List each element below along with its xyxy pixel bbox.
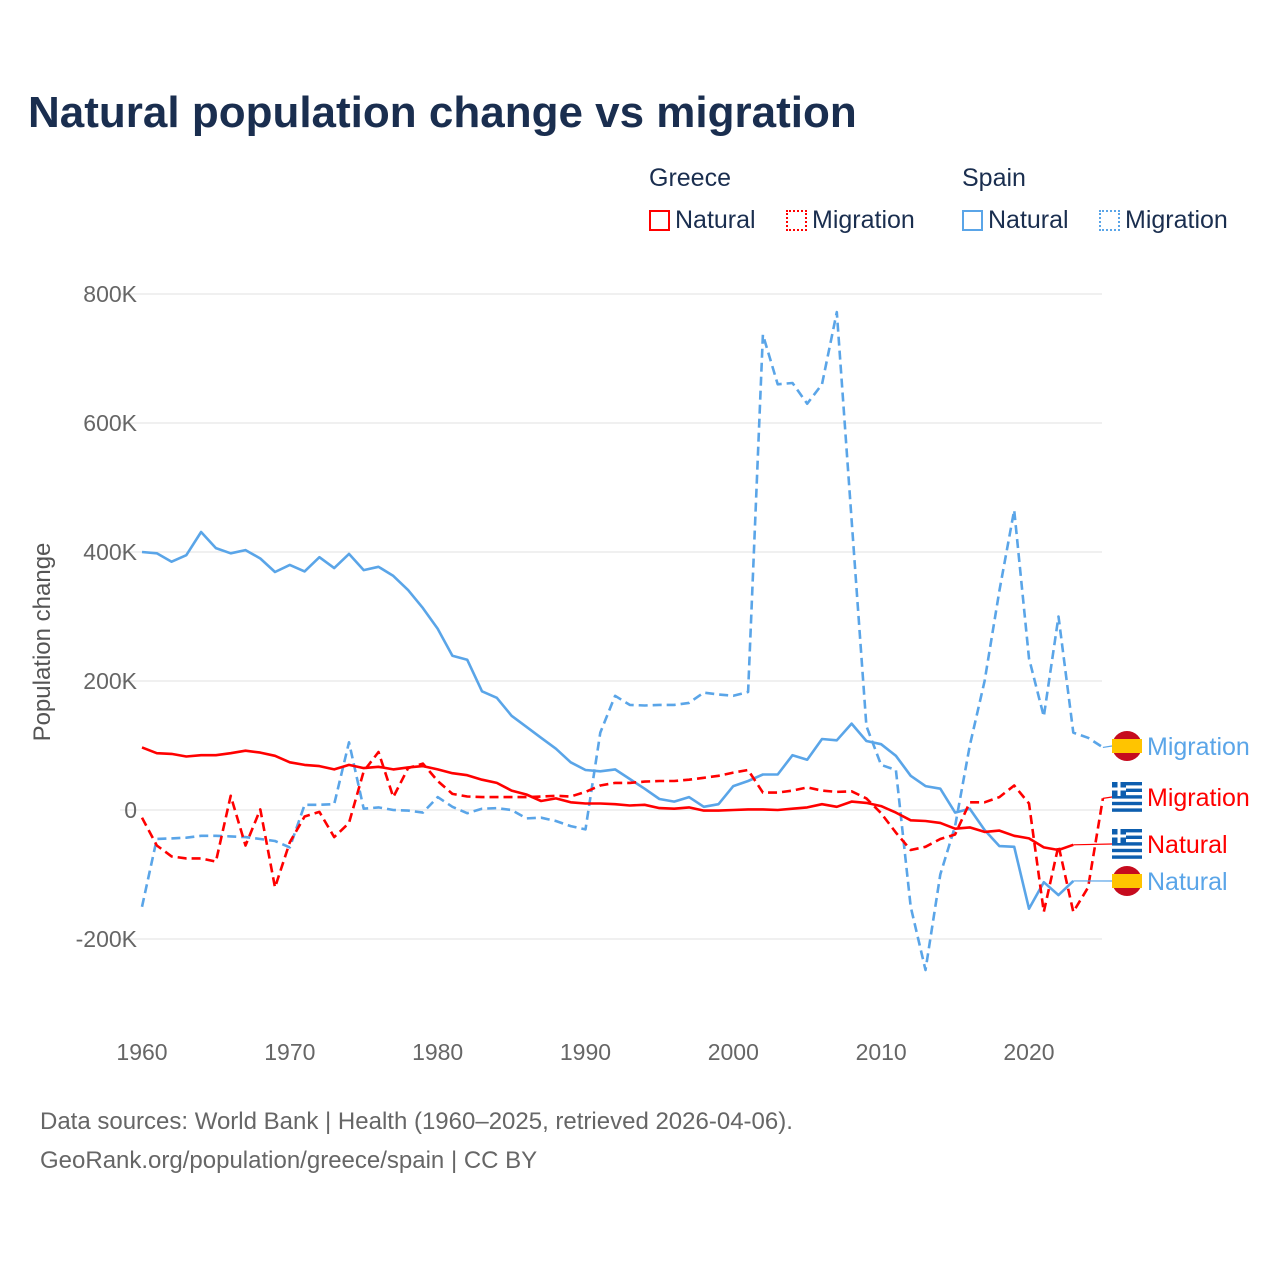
y-tick-label: 600K <box>83 410 137 436</box>
end-label-text: Migration <box>1147 784 1250 812</box>
flag-stripe <box>1112 848 1142 853</box>
footer-sources: Data sources: World Bank | Health (1960–… <box>40 1108 793 1135</box>
legend-group-greece: Greece <box>649 164 731 192</box>
y-tick-label: 400K <box>83 539 137 565</box>
flag-stripe <box>1112 795 1142 799</box>
leader-line <box>1102 796 1113 799</box>
flag-cross <box>1112 834 1126 838</box>
flag-cross <box>1112 787 1126 791</box>
legend-swatch-solid <box>962 210 983 231</box>
y-tick-label: 0 <box>124 797 137 823</box>
y-tick-label: -200K <box>76 926 138 952</box>
end-label-text: Natural <box>1147 868 1228 896</box>
x-tick-label: 1960 <box>116 1039 167 1065</box>
footer-link[interactable]: GeoRank.org/population/greece/spain | CC… <box>40 1147 538 1174</box>
end-label-spain-migration: Migration <box>1112 731 1250 761</box>
y-tick-label: 800K <box>83 281 137 307</box>
legend-greece-natural[interactable]: Natural <box>649 206 756 235</box>
leader-line <box>1073 843 1113 846</box>
y-axis-label: Population change <box>29 543 56 742</box>
legend-swatch-solid <box>649 210 670 231</box>
flag-stripe <box>1112 808 1142 812</box>
x-tick-label: 1980 <box>412 1039 463 1065</box>
legend-spain-natural[interactable]: Natural <box>962 206 1069 235</box>
y-tick-label: 200K <box>83 668 137 694</box>
legend-label: Migration <box>1125 206 1228 234</box>
legend-label: Natural <box>675 206 756 234</box>
flag-stripe <box>1112 788 1142 792</box>
flag-stripe <box>1112 829 1142 833</box>
legend-group-spain: Spain <box>962 164 1026 192</box>
legend-label: Migration <box>812 206 915 234</box>
series-line-greece-migration <box>140 750 1105 914</box>
end-label-text: Migration <box>1147 733 1250 761</box>
series-line-spain-migration <box>140 310 1104 972</box>
flag-stripe <box>1112 835 1142 839</box>
series-line-greece-natural <box>141 746 1074 852</box>
legend-label: Natural <box>988 206 1069 234</box>
x-tick-label: 2000 <box>708 1039 759 1065</box>
legend-swatch-dotted <box>1099 210 1120 231</box>
x-tick-label: 2010 <box>856 1039 907 1065</box>
flag-stripe <box>1112 855 1142 859</box>
end-label-greece-natural: Natural <box>1112 829 1228 859</box>
flag-stripe <box>1112 782 1142 786</box>
x-tick-label: 2020 <box>1003 1039 1054 1065</box>
end-label-text: Natural <box>1147 831 1228 859</box>
legend-greece-migration[interactable]: Migration <box>786 206 915 235</box>
x-tick-label: 1970 <box>264 1039 315 1065</box>
x-tick-label: 1990 <box>560 1039 611 1065</box>
chart-title: Natural population change vs migration <box>28 88 857 137</box>
end-label-greece-migration: Migration <box>1112 782 1250 812</box>
flag-stripe <box>1112 801 1142 806</box>
flag-stripe <box>1112 739 1142 753</box>
series-line-spain-natural <box>141 530 1075 910</box>
end-label-spain-natural: Natural <box>1112 866 1228 896</box>
flag-stripe <box>1112 874 1142 888</box>
legend-swatch-dotted <box>786 210 807 231</box>
flag-stripe <box>1112 842 1142 846</box>
legend-spain-migration[interactable]: Migration <box>1099 206 1228 235</box>
leader-line <box>1102 745 1113 749</box>
